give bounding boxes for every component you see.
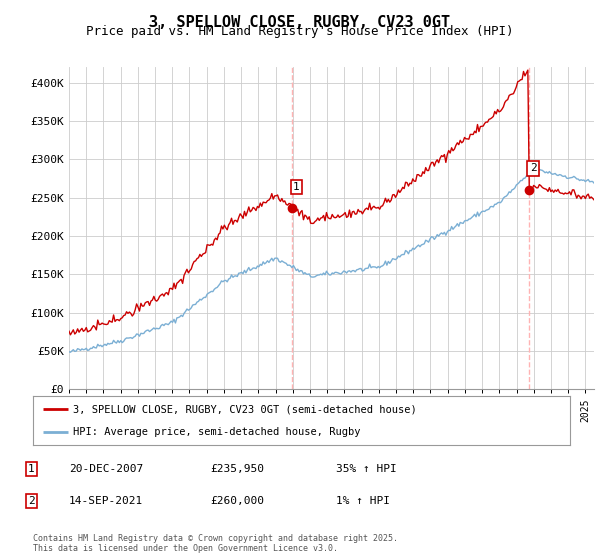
Text: 14-SEP-2021: 14-SEP-2021	[69, 496, 143, 506]
Text: £235,950: £235,950	[210, 464, 264, 474]
Text: £260,000: £260,000	[210, 496, 264, 506]
Text: Price paid vs. HM Land Registry's House Price Index (HPI): Price paid vs. HM Land Registry's House …	[86, 25, 514, 38]
Text: HPI: Average price, semi-detached house, Rugby: HPI: Average price, semi-detached house,…	[73, 427, 361, 437]
Text: 3, SPELLOW CLOSE, RUGBY, CV23 0GT: 3, SPELLOW CLOSE, RUGBY, CV23 0GT	[149, 15, 451, 30]
Text: 1% ↑ HPI: 1% ↑ HPI	[336, 496, 390, 506]
Text: 1: 1	[28, 464, 35, 474]
Text: 20-DEC-2007: 20-DEC-2007	[69, 464, 143, 474]
Text: 35% ↑ HPI: 35% ↑ HPI	[336, 464, 397, 474]
Text: 3, SPELLOW CLOSE, RUGBY, CV23 0GT (semi-detached house): 3, SPELLOW CLOSE, RUGBY, CV23 0GT (semi-…	[73, 404, 417, 414]
Text: 2: 2	[28, 496, 35, 506]
Text: Contains HM Land Registry data © Crown copyright and database right 2025.
This d: Contains HM Land Registry data © Crown c…	[33, 534, 398, 553]
Text: 2: 2	[530, 164, 536, 174]
Text: 1: 1	[293, 182, 300, 192]
